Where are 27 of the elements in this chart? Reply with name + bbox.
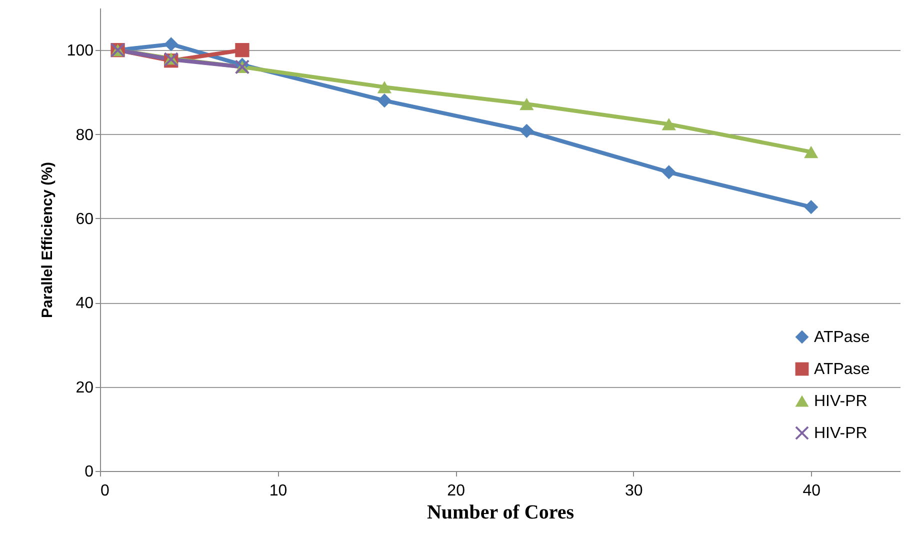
point — [377, 81, 392, 94]
x-tick-label: 40 — [802, 482, 821, 500]
y-tick-label: 40 — [76, 295, 94, 312]
x-tick-label: 0 — [100, 482, 110, 500]
point — [804, 200, 818, 214]
legend-label: ATPase — [814, 329, 870, 346]
x-tick-label: 10 — [269, 482, 288, 500]
y-tick-label: 100 — [66, 42, 94, 60]
y-axis-title: Parallel Efficiency (%) — [38, 162, 56, 318]
x-tick-label: 30 — [624, 482, 643, 500]
y-tick-label: 0 — [84, 464, 94, 480]
point — [164, 37, 178, 52]
y-tick-label: 80 — [76, 126, 94, 144]
point — [235, 43, 250, 58]
point — [662, 165, 676, 180]
y-tick-label: 20 — [76, 379, 94, 396]
legend-label: HIV-PR — [814, 393, 868, 410]
point — [377, 94, 392, 108]
point — [520, 124, 534, 138]
point — [804, 146, 818, 158]
y-tick-label: 60 — [76, 210, 94, 228]
x-axis-title: Number of Cores — [426, 502, 574, 524]
x-tick-label: 20 — [447, 482, 466, 500]
legend-label: HIV-PR — [814, 425, 868, 442]
point — [520, 98, 534, 110]
point — [662, 118, 676, 130]
legend-label: ATPase — [814, 361, 870, 378]
